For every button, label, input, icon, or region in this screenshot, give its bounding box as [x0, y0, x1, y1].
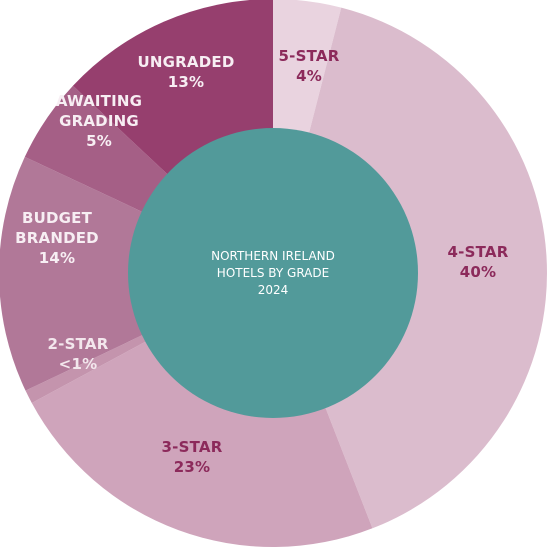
labels-group: 5-STAR 4% 4-STAR 40% 3-STAR 23% 2-STAR <1% BUDGE…	[15, 47, 509, 476]
center-circle	[128, 128, 418, 418]
slice-label-budget-branded: BUDGET BRANDED 14%	[15, 209, 99, 267]
slice-label-ungraded: UNGRADED 13%	[138, 53, 235, 91]
slice-label-3-star: 3-STAR 23%	[162, 438, 223, 476]
slice-label-2-star: 2-STAR <1%	[48, 335, 109, 373]
chart-title: NORTHERN IRELAND HOTELS BY GRADE 2024	[211, 249, 335, 297]
slice-label-4-star: 4-STAR 40%	[448, 243, 509, 281]
slice-label-5-star: 5-STAR 4%	[279, 47, 340, 85]
slice-label-awaiting-grading: AWAITING GRADING 5%	[56, 92, 142, 150]
